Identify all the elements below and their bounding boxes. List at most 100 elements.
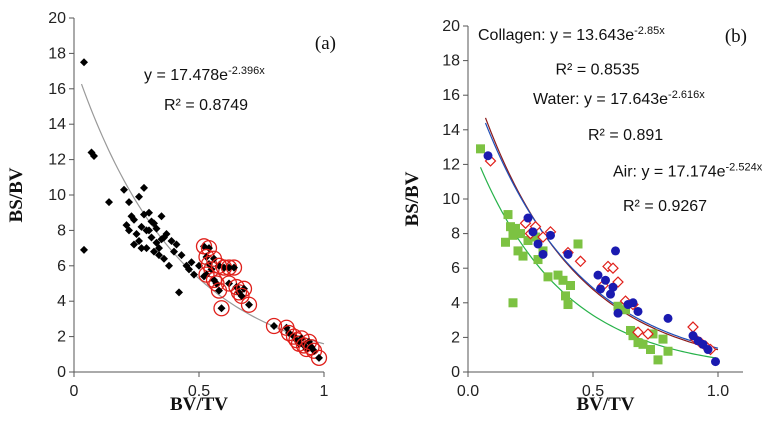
data-point <box>140 183 148 192</box>
data-point <box>150 247 158 256</box>
x-tick-label: 0 <box>70 383 79 400</box>
data-point <box>120 185 128 194</box>
data-point <box>531 232 540 242</box>
x-tick-label: 0.5 <box>188 383 210 400</box>
data-point <box>703 345 713 355</box>
data-point <box>167 237 176 246</box>
y-tick-label: 14 <box>442 122 460 139</box>
x-axis-label: BV/TV <box>170 394 228 415</box>
data-point <box>217 304 226 313</box>
data-point <box>546 230 555 240</box>
data-point <box>523 236 533 246</box>
data-point <box>130 215 138 224</box>
data-point <box>508 298 518 308</box>
data-point <box>503 210 513 220</box>
data-point <box>601 275 610 285</box>
data-point <box>523 213 533 223</box>
equation-annotation: Air: y = 17.174e-2.524x <box>613 162 763 181</box>
trendline <box>484 122 719 349</box>
data-point-ring <box>205 271 223 289</box>
data-point <box>147 233 156 242</box>
data-point <box>142 226 151 235</box>
data-point <box>315 353 323 362</box>
data-point <box>611 246 620 256</box>
data-point <box>613 308 623 318</box>
y-tick-label: 2 <box>57 329 66 346</box>
data-point <box>543 272 553 282</box>
data-point <box>563 249 573 259</box>
data-point <box>165 261 173 270</box>
data-point <box>573 239 583 249</box>
data-point <box>607 262 619 275</box>
data-point <box>632 326 644 339</box>
data-point <box>626 325 635 335</box>
data-point <box>501 237 510 247</box>
data-point <box>245 300 253 309</box>
data-point <box>516 229 525 239</box>
data-point-ring <box>225 259 243 276</box>
y-tick-label: 12 <box>442 156 460 173</box>
data-point <box>558 275 568 285</box>
data-point-ring <box>265 317 283 335</box>
chart-panel-b: 0 2 4 6 8 10 12 14 16 18 20 0.0 0.5 1.0 BV/TV BS/BV (b) C… <box>402 18 763 415</box>
y-tick-label: 4 <box>451 295 460 312</box>
data-point <box>142 244 151 253</box>
data-point <box>663 313 673 323</box>
y-tick-label: 16 <box>48 81 66 98</box>
data-point <box>177 251 186 260</box>
data-point <box>711 357 720 367</box>
data-point <box>160 233 168 242</box>
data-point <box>561 291 570 301</box>
data-point <box>528 227 538 237</box>
data-point <box>687 321 699 333</box>
data-point <box>518 251 528 261</box>
y-tick-label: 20 <box>442 18 460 35</box>
data-point <box>137 222 146 231</box>
data-point <box>155 251 163 260</box>
trendline <box>80 83 325 345</box>
equation-annotation: R² = 0.8535 <box>556 61 640 78</box>
data-point <box>157 212 166 221</box>
data-point <box>135 192 143 201</box>
data-point <box>237 291 246 300</box>
data-point <box>310 346 318 355</box>
data-point <box>210 254 218 263</box>
chart-panel-a: 0 2 4 6 8 10 12 14 16 18 20 0 0.5 1 BV/TV BS/BV (a) y = 1… <box>6 10 336 415</box>
data-point <box>202 270 211 279</box>
data-point <box>476 144 485 154</box>
data-point <box>621 305 630 315</box>
data-point <box>563 300 573 310</box>
data-point <box>90 152 98 161</box>
data-point <box>215 286 223 295</box>
data-point <box>150 219 158 228</box>
data-point <box>538 249 548 259</box>
data-point <box>642 328 654 340</box>
data-point <box>80 58 88 67</box>
x-tick-label: 0.0 <box>457 383 479 400</box>
data-point <box>132 229 141 238</box>
y-tick-label: 10 <box>48 187 66 204</box>
y-tick-label: 2 <box>451 329 460 346</box>
data-point <box>663 346 673 356</box>
data-point <box>533 239 543 249</box>
data-point <box>511 223 520 233</box>
y-axis-label: BS/BV <box>402 171 423 226</box>
data-point <box>125 226 133 235</box>
data-point <box>80 245 88 254</box>
data-point <box>628 298 638 308</box>
data-point <box>658 334 668 344</box>
equation-annotation: y = 17.478e-2.396x <box>144 65 265 84</box>
data-point <box>633 338 643 348</box>
y-tick-label: 8 <box>451 226 460 243</box>
data-point <box>130 240 138 249</box>
y-tick-label: 8 <box>57 222 66 239</box>
x-axis-label: BV/TV <box>576 394 634 415</box>
data-series <box>195 238 328 366</box>
data-point <box>137 244 146 253</box>
data-point <box>593 270 603 280</box>
equation-annotation: R² = 0.8749 <box>164 97 248 114</box>
data-point <box>513 246 523 256</box>
data-point <box>506 222 515 232</box>
equation-annotation: R² = 0.891 <box>588 127 663 144</box>
